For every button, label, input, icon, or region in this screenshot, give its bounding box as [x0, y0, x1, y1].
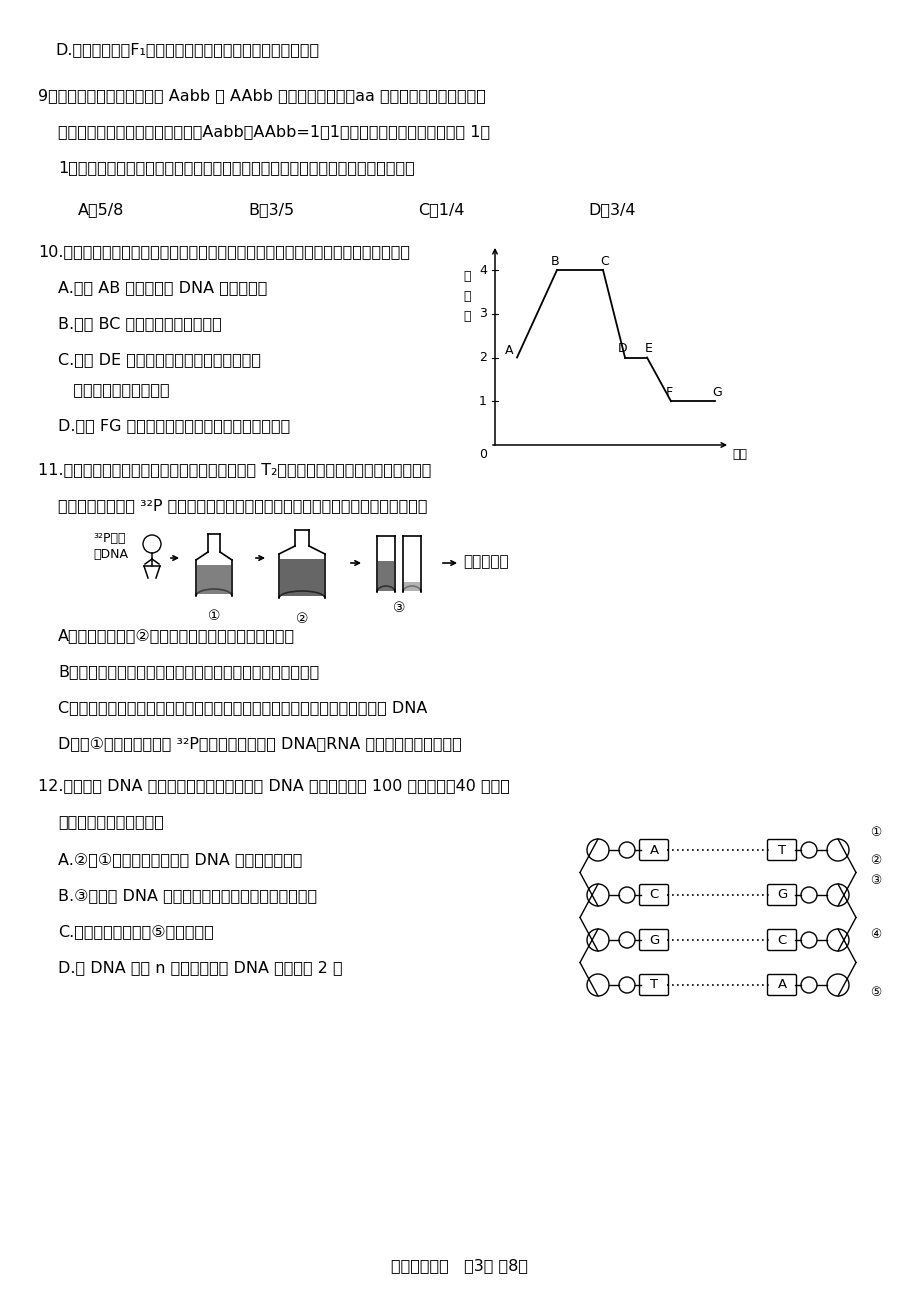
Text: 两对性状遵循基因自由组合定律，Aabb：AAbb=1：1，且该种群中雌雄个体比例为 1：: 两对性状遵循基因自由组合定律，Aabb：AAbb=1：1，且该种群中雌雄个体比例…: [58, 124, 490, 139]
Text: B: B: [550, 255, 559, 268]
Text: T: T: [649, 979, 657, 992]
Text: ②: ②: [295, 612, 308, 627]
Text: 3: 3: [479, 307, 486, 320]
Text: A: A: [505, 343, 513, 356]
Text: ①: ①: [869, 826, 880, 838]
Polygon shape: [279, 559, 323, 595]
Text: A.曲线 AB 段正在进行 DNA 分子的复制: A.曲线 AB 段正在进行 DNA 分子的复制: [58, 280, 267, 295]
Text: ³²P标记: ³²P标记: [93, 532, 125, 545]
Text: 检测放射性: 检测放射性: [462, 554, 508, 569]
Text: 验如下图所示（用 ³²P 标记的噬菌体侵染普通大肠杆菌培养物），有关叙述正确的是: 验如下图所示（用 ³²P 标记的噬菌体侵染普通大肠杆菌培养物），有关叙述正确的是: [58, 498, 427, 514]
Text: 2: 2: [479, 351, 486, 364]
Text: D．3/4: D．3/4: [587, 202, 635, 217]
Text: 1: 1: [479, 395, 486, 408]
Text: 了DNA: 了DNA: [93, 549, 128, 562]
Text: C: C: [649, 888, 658, 901]
Text: D.实验验证：对F₁红眼雌果蝇进行测交，观察统计实验结果: D.实验验证：对F₁红眼雌果蝇进行测交，观察统计实验结果: [55, 42, 319, 57]
Text: A．5/8: A．5/8: [78, 202, 124, 217]
Text: ①: ①: [208, 608, 220, 623]
Polygon shape: [378, 562, 393, 592]
Text: A.②与①交替连接，构成了 DNA 分子的基本骨架: A.②与①交替连接，构成了 DNA 分子的基本骨架: [58, 852, 302, 867]
Text: 对: 对: [463, 290, 471, 303]
Text: 高一生物试题   第3页 共8页: 高一生物试题 第3页 共8页: [391, 1258, 528, 1273]
Text: ②: ②: [869, 854, 880, 867]
Text: D.曲线 FG 段细胞内的染色体数目和体细胞的一致: D.曲线 FG 段细胞内的染色体数目和体细胞的一致: [58, 419, 289, 433]
Text: 10.如图为减数分裂过程中细胞核内某物质含量的变化曲线，对此曲线的分析正确的是: 10.如图为减数分裂过程中细胞核内某物质含量的变化曲线，对此曲线的分析正确的是: [38, 244, 410, 259]
Text: 0: 0: [479, 448, 486, 461]
Text: D．若①中培养液里含有 ³²P，则子代噬菌体的 DNA、RNA 分子中均会带有放射性: D．若①中培养液里含有 ³²P，则子代噬菌体的 DNA、RNA 分子中均会带有放…: [58, 736, 461, 751]
Text: 12.如图为某 DNA 分子的部分平面结构图，该 DNA 分子片段中含 100 个碱基对，40 个胞嘧: 12.如图为某 DNA 分子的部分平面结构图，该 DNA 分子片段中含 100 …: [38, 777, 509, 793]
Text: C.在解旋酶的作用下⑤处可以断裂: C.在解旋酶的作用下⑤处可以断裂: [58, 924, 213, 939]
Polygon shape: [197, 566, 231, 594]
Text: 染色单体间的互换现象: 染色单体间的互换现象: [58, 382, 169, 396]
Text: 11.在探索遗传物质的过程中，赫尔希和蔡斯做了 T₂噬菌体侵染细菌的实验，其中一组实: 11.在探索遗传物质的过程中，赫尔希和蔡斯做了 T₂噬菌体侵染细菌的实验，其中一…: [38, 462, 431, 477]
Text: 1，个体间可以自由交配，则该种群自由交配产生的成活子代中纯合个体所占比例是: 1，个体间可以自由交配，则该种群自由交配产生的成活子代中纯合个体所占比例是: [58, 160, 414, 176]
Text: 时间: 时间: [732, 448, 746, 461]
Text: C．1/4: C．1/4: [417, 202, 464, 217]
Text: A: A: [777, 979, 786, 992]
Text: ③: ③: [869, 875, 880, 888]
Text: B．大肠杆菌细胞能为噬菌体的繁殖提供模板、原料和能量等: B．大肠杆菌细胞能为噬菌体的繁殖提供模板、原料和能量等: [58, 664, 319, 679]
Text: T: T: [777, 844, 785, 857]
Text: G: G: [711, 386, 721, 399]
Text: C.曲线 DE 段可能出现同源染色体的非姐妹: C.曲线 DE 段可能出现同源染色体的非姐妹: [58, 352, 261, 367]
Text: D: D: [618, 342, 627, 355]
Text: ④: ④: [869, 928, 880, 941]
Text: 4: 4: [479, 264, 486, 277]
Text: A．若不经过步骤②操作，对该组实验结果无显著影响: A．若不经过步骤②操作，对该组实验结果无显著影响: [58, 628, 295, 644]
Text: G: G: [648, 933, 658, 946]
Text: 啶，则下列说法错误的是: 啶，则下列说法错误的是: [58, 814, 164, 829]
Text: ③: ③: [392, 601, 404, 615]
Text: ⑤: ⑤: [869, 987, 880, 1000]
Text: D.该 DNA 复制 n 次，含母链的 DNA 分子只有 2 个: D.该 DNA 复制 n 次，含母链的 DNA 分子只有 2 个: [58, 959, 342, 975]
Text: C: C: [600, 255, 608, 268]
Text: 值: 值: [463, 309, 471, 322]
Polygon shape: [403, 582, 420, 592]
Text: B.曲线 BC 段完成了着丝粒的分裂: B.曲线 BC 段完成了着丝粒的分裂: [58, 316, 221, 332]
Text: B.③是连接 DNA 单链上两个核糖核苷酸的磷酸二酯键: B.③是连接 DNA 单链上两个核糖核苷酸的磷酸二酯键: [58, 888, 317, 904]
Text: A: A: [649, 844, 658, 857]
Text: C: C: [777, 933, 786, 946]
Text: 相: 相: [463, 270, 471, 283]
Text: E: E: [644, 342, 652, 355]
Text: B．3/5: B．3/5: [248, 202, 294, 217]
Text: C．若沉淀中含有较强放射性、悬浮液中几乎不含放射性，即证明遗传物质是 DNA: C．若沉淀中含有较强放射性、悬浮液中几乎不含放射性，即证明遗传物质是 DNA: [58, 699, 427, 715]
Text: 9．已知某一动物种群中仅有 Aabb 和 AAbb 两种类型的个体（aa 的个体在胚胎期致死），: 9．已知某一动物种群中仅有 Aabb 和 AAbb 两种类型的个体（aa 的个体…: [38, 88, 485, 103]
Text: G: G: [776, 888, 787, 901]
Text: F: F: [664, 386, 672, 399]
